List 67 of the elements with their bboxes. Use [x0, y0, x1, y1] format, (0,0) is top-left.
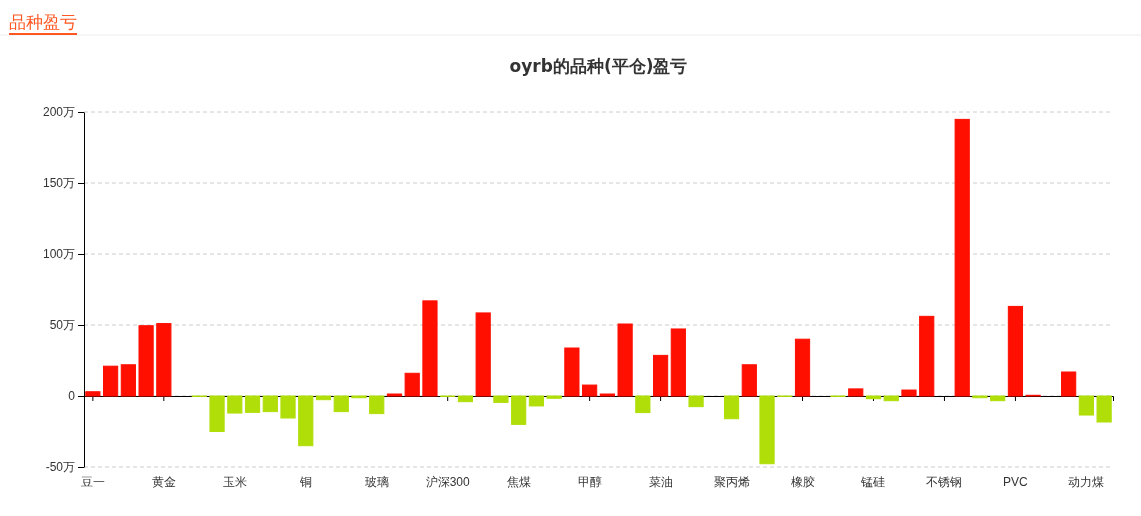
bar	[1061, 371, 1077, 397]
bar	[635, 395, 651, 414]
y-tick-label: -50万	[45, 460, 75, 475]
bar	[404, 372, 420, 397]
x-tick-label: 豆一	[80, 474, 105, 489]
bar	[901, 389, 917, 397]
bar	[156, 323, 172, 397]
x-tick-label: 菜油	[648, 474, 673, 489]
bar	[741, 364, 757, 397]
x-tick-label: 锰硅	[860, 474, 886, 489]
bar	[954, 118, 970, 397]
bar	[723, 395, 740, 420]
bar	[511, 395, 527, 425]
bar	[120, 364, 136, 397]
bar	[990, 395, 1006, 402]
x-tick-label: 动力煤	[1068, 474, 1105, 489]
bar	[653, 354, 669, 397]
bar	[794, 338, 811, 397]
y-tick-label: 200万	[42, 105, 75, 120]
y-tick-label: 150万	[42, 176, 75, 191]
x-tick-label: 玻璃	[364, 474, 389, 489]
chart-title: oyrb的品种(平仓)盈亏	[509, 56, 688, 76]
x-tick-label: 铜	[298, 474, 312, 489]
x-tick-label: 不锈钢	[926, 474, 963, 489]
bar	[865, 395, 882, 400]
bar	[457, 395, 474, 403]
bar	[333, 395, 349, 413]
bar	[315, 395, 332, 401]
x-tick-label: 橡胶	[790, 474, 815, 489]
y-tick-label: 50万	[49, 318, 75, 333]
bar	[759, 395, 775, 465]
bar	[688, 395, 704, 408]
bar	[919, 315, 935, 397]
bar	[564, 347, 580, 397]
bar	[1096, 395, 1112, 423]
bar	[85, 391, 101, 397]
x-tick-label: 甲醇	[577, 474, 602, 489]
y-tick-label: 100万	[42, 247, 75, 262]
text: 品种盈亏	[9, 12, 77, 32]
x-tick-label: 焦煤	[506, 474, 531, 489]
bar	[617, 323, 633, 397]
bar	[227, 395, 243, 414]
bar	[1078, 395, 1094, 416]
bar	[883, 395, 899, 402]
x-tick-label: 聚丙烯	[713, 474, 750, 489]
bar	[546, 395, 562, 399]
bar	[138, 325, 154, 397]
y-tick-label: 0	[68, 389, 76, 404]
x-tick-label: 玉米	[222, 474, 247, 489]
bar	[528, 395, 544, 407]
bar	[209, 395, 225, 432]
bar	[262, 395, 278, 413]
bar	[244, 395, 261, 413]
bar	[369, 395, 385, 415]
bar	[280, 395, 296, 419]
x-tick-label: 黄金	[151, 474, 176, 489]
bar	[103, 365, 119, 397]
bar	[422, 300, 438, 397]
bar	[475, 312, 491, 397]
bar	[848, 388, 864, 397]
bar	[670, 328, 686, 397]
x-tick-label: PVC	[1003, 474, 1029, 489]
bar	[582, 384, 598, 397]
bar	[1007, 305, 1024, 397]
bar	[298, 395, 314, 447]
x-tick-label: 沪深300	[425, 474, 471, 489]
bar	[493, 395, 509, 403]
